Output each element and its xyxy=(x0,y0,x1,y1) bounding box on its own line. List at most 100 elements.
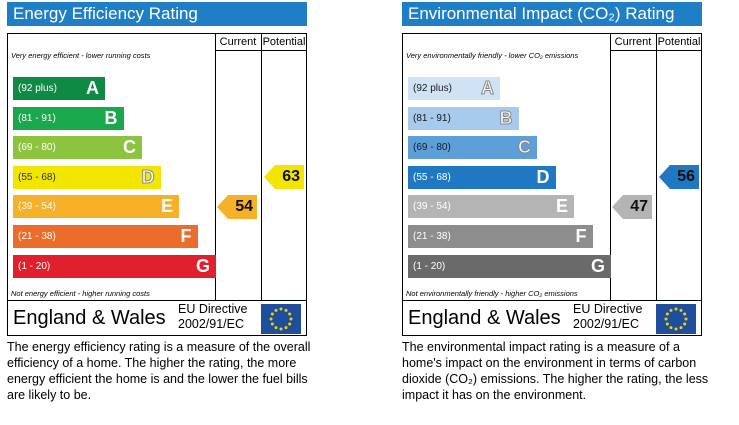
band-range-label: (69 - 80) xyxy=(413,142,451,154)
eu-directive-line2: 2002/91/EC xyxy=(178,317,245,331)
flag-star xyxy=(279,327,283,331)
rating-band-e: (39 - 54) E xyxy=(13,195,179,219)
potential-column-divider xyxy=(656,34,657,300)
eu-directive-line1: EU Directive xyxy=(573,302,643,316)
rating-band-g: (1 - 20) G xyxy=(408,254,611,278)
environment-description: The environmental impact rating is a mea… xyxy=(402,340,709,402)
flag-star xyxy=(665,322,669,326)
current-rating-value: 47 xyxy=(630,197,648,215)
eu-directive-label: EU Directive 2002/91/EC xyxy=(178,302,247,332)
flag-star xyxy=(279,307,283,311)
flag-star xyxy=(679,308,683,312)
flag-star xyxy=(288,312,292,316)
potential-rating-value: 63 xyxy=(282,168,300,186)
current-column-divider xyxy=(610,34,611,300)
band-range-label: (92 plus) xyxy=(18,83,57,94)
band-range-label: (81 - 91) xyxy=(18,112,56,124)
current-rating-arrow: 54 xyxy=(217,194,257,219)
band-range-label: (21 - 38) xyxy=(18,231,56,242)
flag-star xyxy=(269,317,273,321)
eu-directive-line1: EU Directive xyxy=(178,302,248,316)
energy-footer: England & Wales EU Directive 2002/91/EC xyxy=(7,300,307,336)
current-column-divider xyxy=(215,34,216,300)
potential-arrow-polygon xyxy=(264,165,304,190)
eu-directive-label: EU Directive 2002/91/EC xyxy=(573,302,642,332)
flag-star xyxy=(674,327,678,331)
band-letter: F xyxy=(575,226,587,246)
flag-star xyxy=(284,326,288,330)
flag-star xyxy=(274,326,278,330)
band-range-label: (1 - 20) xyxy=(18,260,51,272)
rating-band-a: (92 plus) A xyxy=(13,77,105,100)
band-range-label: (55 - 68) xyxy=(18,171,56,183)
energy-efficiency-chart: Current Potential Very energy efficient … xyxy=(7,33,307,301)
rating-band-c: (69 - 80) C xyxy=(13,136,142,160)
flag-star xyxy=(284,308,288,312)
energy-efficiency-panel: Energy Efficiency Rating Current Potenti… xyxy=(7,2,310,402)
band-range-label: (55 - 68) xyxy=(413,171,451,183)
band-range-label: (69 - 80) xyxy=(18,142,56,154)
band-letter: A xyxy=(481,78,495,99)
band-letter: E xyxy=(555,196,568,217)
environmental-impact-chart: Current Potential Very environmentally f… xyxy=(402,33,702,301)
flag-star xyxy=(683,312,687,316)
band-letter: G xyxy=(590,255,605,276)
environmental-impact-panel: Environmental Impact (CO₂) Rating Curren… xyxy=(402,2,708,402)
potential-arrow-polygon xyxy=(659,165,699,190)
potential-column-header: Potential xyxy=(657,36,701,48)
efficiency-bottom-caption: Not energy efficient - higher running co… xyxy=(11,289,150,298)
eu-flag-icon xyxy=(261,304,301,334)
band-letter: F xyxy=(180,226,192,246)
rating-band-d: (55 - 68) D xyxy=(13,165,161,189)
band-letter: C xyxy=(123,137,136,158)
band-range-label: (39 - 54) xyxy=(413,201,451,213)
current-arrow-shape xyxy=(217,194,257,219)
current-column-header: Current xyxy=(219,36,257,48)
eu-directive-line2: 2002/91/EC xyxy=(573,317,640,331)
band-letter: D xyxy=(536,166,550,187)
band-letter: E xyxy=(160,196,173,217)
flag-star xyxy=(683,322,687,326)
flag-star xyxy=(664,317,668,321)
band-letter: A xyxy=(86,78,99,98)
header-divider xyxy=(215,50,306,51)
country-label: England & Wales xyxy=(13,307,166,329)
rating-band-e: (39 - 54) E xyxy=(408,195,574,219)
potential-rating-arrow: 56 xyxy=(659,165,699,190)
current-rating-value: 54 xyxy=(235,197,253,215)
efficiency-top-caption: Very energy efficient - lower running co… xyxy=(11,51,151,60)
band-letter: B xyxy=(499,107,513,128)
rating-band-a: (92 plus) A xyxy=(408,77,500,100)
band-letter: C xyxy=(518,137,532,158)
rating-band-f: (21 - 38) F xyxy=(13,225,198,248)
environmental-impact-title: Environmental Impact (CO₂) Rating xyxy=(402,2,702,26)
current-arrow-shape xyxy=(612,194,652,219)
current-arrow-polygon xyxy=(217,194,257,219)
flag-star xyxy=(669,326,673,330)
flag-star xyxy=(684,317,688,321)
country-label: England & Wales xyxy=(408,307,561,329)
flag-star xyxy=(270,322,274,326)
potential-rating-arrow: 63 xyxy=(264,165,304,190)
flag-star xyxy=(665,312,669,316)
potential-rating-value: 56 xyxy=(677,168,695,186)
flag-star xyxy=(270,312,274,316)
environment-footer: England & Wales EU Directive 2002/91/EC xyxy=(402,300,702,336)
energy-description: The energy efficiency rating is a measur… xyxy=(7,340,311,402)
band-letter: D xyxy=(141,166,155,187)
environmental-top-caption: Very environmentally friendly - lower CO… xyxy=(406,51,579,60)
flag-star xyxy=(288,322,292,326)
flag-star xyxy=(289,317,293,321)
band-range-label: (1 - 20) xyxy=(413,260,446,272)
flag-star xyxy=(674,307,678,311)
flag-star xyxy=(679,326,683,330)
rating-band-d: (55 - 68) D xyxy=(408,165,556,189)
rating-band-f: (21 - 38) F xyxy=(408,225,593,248)
band-range-label: (81 - 91) xyxy=(413,112,451,124)
energy-efficiency-title: Energy Efficiency Rating xyxy=(7,2,307,26)
current-arrow-polygon xyxy=(612,194,652,219)
potential-arrow-shape xyxy=(264,165,304,190)
band-range-label: (21 - 38) xyxy=(413,231,451,242)
rating-band-g: (1 - 20) G xyxy=(13,254,216,278)
flag-star xyxy=(669,308,673,312)
